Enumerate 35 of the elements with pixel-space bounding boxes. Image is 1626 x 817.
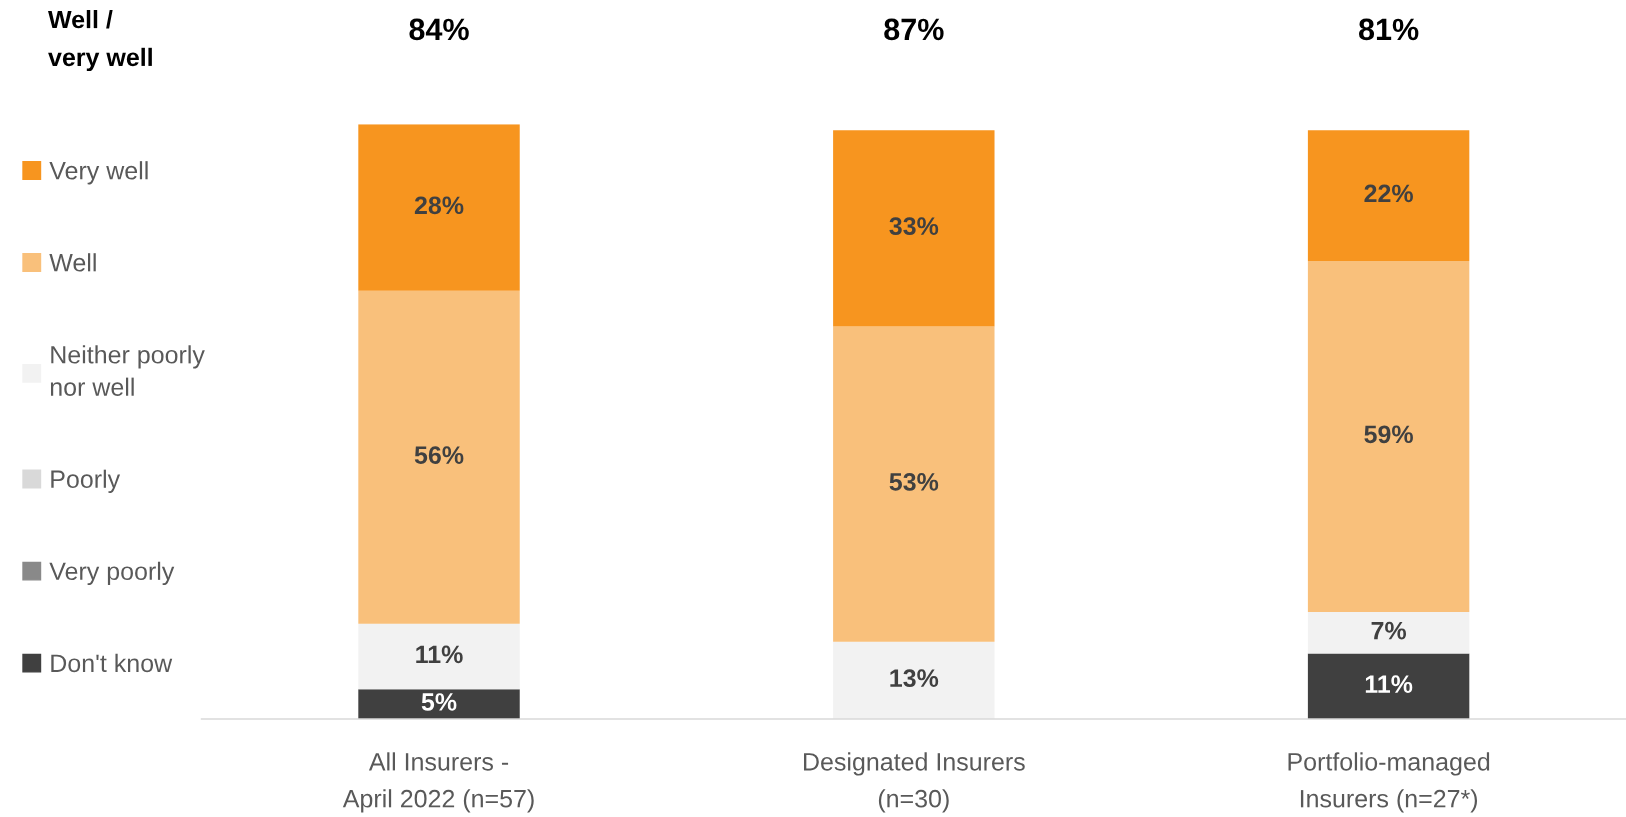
data-label: 56%: [414, 446, 464, 464]
data-label: 5%: [421, 693, 457, 711]
bar: [358, 623, 520, 690]
data-label: 33%: [889, 217, 939, 236]
data-label: 59%: [1364, 425, 1413, 444]
legend-label: Neither poorly nor well: [50, 345, 205, 396]
data-label: 7%: [1371, 621, 1407, 640]
legend-label: Poorly: [51, 469, 121, 493]
data-label: 11%: [416, 645, 463, 664]
bar: [1307, 611, 1470, 654]
data-label: 53%: [889, 473, 939, 491]
bar: [358, 689, 520, 719]
x-tick-label: All Insurers - April 2022 (n=57): [342, 752, 534, 813]
legend-label: Don't know: [51, 653, 173, 673]
bar: [1307, 260, 1470, 612]
legend-label: Very poorly: [49, 561, 175, 586]
text: Well / very well: [48, 10, 152, 72]
bar: [833, 130, 995, 327]
data-label: 22%: [1364, 184, 1413, 203]
bar: [358, 124, 520, 291]
data-label: 28%: [414, 196, 464, 215]
bar: [1307, 653, 1470, 719]
bar: [1307, 130, 1470, 261]
legend-label: Well: [49, 253, 96, 272]
x-tick-label: Designated Insurers (n=30): [804, 752, 1025, 813]
data-label: 13%: [890, 669, 939, 688]
text: 81%: [1359, 18, 1419, 41]
text: 84%: [409, 18, 469, 41]
bar: [358, 290, 520, 624]
x-tick-label: Portfolio-managed Insurers (n=27*): [1288, 752, 1490, 813]
data-label: 11%: [1365, 675, 1413, 693]
bar: [833, 641, 995, 719]
text: 87%: [884, 18, 944, 41]
legend-label: Very well: [49, 161, 148, 185]
bar: [833, 326, 995, 642]
